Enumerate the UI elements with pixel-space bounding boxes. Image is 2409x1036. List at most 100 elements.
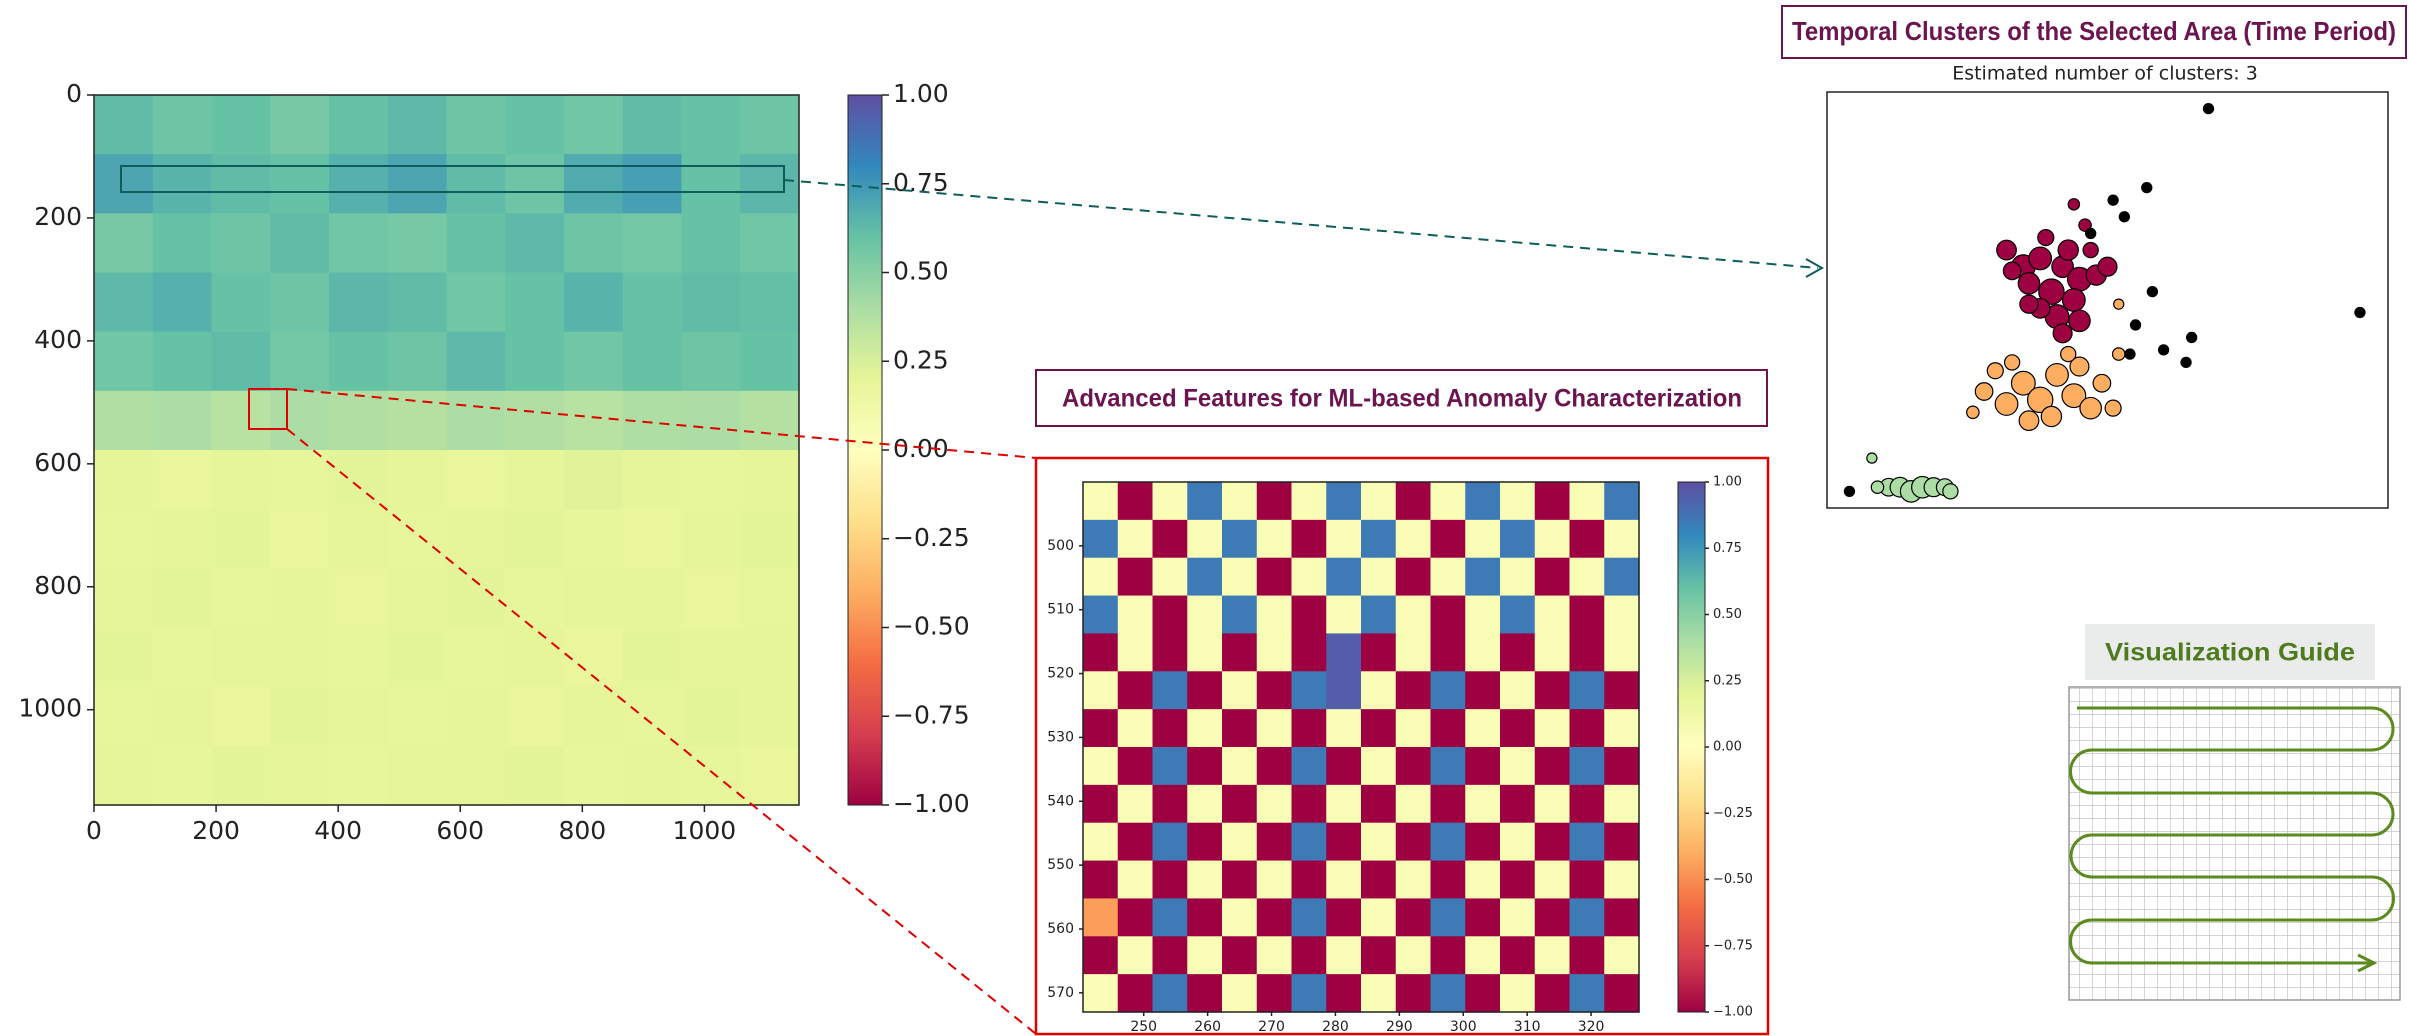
- heatmap-cell: [1326, 898, 1361, 936]
- heatmap-cell: [505, 568, 564, 628]
- heatmap-cell: [329, 450, 388, 510]
- heatmap-cell: [1465, 709, 1500, 747]
- heatmap-cell: [388, 95, 447, 155]
- heatmap-cell: [1465, 974, 1500, 1012]
- heatmap-cell: [270, 154, 329, 214]
- scatter-point: [2187, 332, 2197, 342]
- heatmap-cell: [1222, 482, 1257, 520]
- heatmap-cell: [1465, 596, 1500, 634]
- heatmap-cell: [329, 746, 388, 806]
- scatter-point: [2019, 411, 2039, 431]
- scatter-point: [1943, 484, 1958, 499]
- heatmap-cell: [1292, 671, 1327, 709]
- heatmap-cell: [1431, 482, 1466, 520]
- heatmap-cell: [1153, 936, 1188, 974]
- colorbar-tick-label: −1.00: [1713, 1005, 1753, 1020]
- heatmap-cell: [270, 628, 329, 688]
- heatmap-cell: [1535, 596, 1570, 634]
- heatmap-cell: [1257, 823, 1292, 861]
- y-tick-label: 600: [34, 448, 82, 477]
- heatmap-cell: [1118, 558, 1153, 596]
- heatmap-cell: [1604, 482, 1639, 520]
- heatmap-cell: [1535, 861, 1570, 899]
- heatmap-cell: [94, 568, 153, 628]
- heatmap-cell: [1118, 709, 1153, 747]
- heatmap-cell: [1153, 747, 1188, 785]
- heatmap-cell: [329, 509, 388, 569]
- heatmap-cell: [505, 95, 564, 155]
- heatmap-cell: [447, 746, 506, 806]
- heatmap-cell: [1361, 633, 1396, 671]
- heatmap-cell: [94, 746, 153, 806]
- heatmap-cell: [1187, 974, 1222, 1012]
- heatmap-cell: [447, 628, 506, 688]
- heatmap-cell: [212, 450, 271, 510]
- colorbar-tick-label: −0.25: [893, 523, 970, 552]
- heatmap-cell: [505, 628, 564, 688]
- scatter-point: [1871, 481, 1883, 493]
- heatmap-cell: [682, 391, 741, 451]
- heatmap-cell: [1222, 558, 1257, 596]
- heatmap-cell: [1187, 596, 1222, 634]
- heatmap-cell: [1604, 785, 1639, 823]
- heatmap-cell: [1292, 898, 1327, 936]
- heatmap-cell: [1500, 633, 1535, 671]
- colorbar-tick-label: −0.25: [1713, 806, 1753, 821]
- heatmap-cell: [1257, 671, 1292, 709]
- heatmap-cell: [153, 687, 212, 747]
- heatmap-cell: [682, 154, 741, 214]
- heatmap-cell: [740, 746, 799, 806]
- heatmap-cell: [623, 154, 682, 214]
- heatmap-cell: [1535, 671, 1570, 709]
- heatmap-cell: [1153, 709, 1188, 747]
- heatmap-cell: [1118, 936, 1153, 974]
- heatmap-cell: [1326, 520, 1361, 558]
- heatmap-cell: [94, 154, 153, 214]
- y-tick-label: 1000: [18, 694, 82, 723]
- heatmap-cell: [1118, 861, 1153, 899]
- heatmap-cell: [1153, 823, 1188, 861]
- heatmap-cell: [212, 273, 271, 333]
- heatmap-cell: [1535, 633, 1570, 671]
- heatmap-cell: [1292, 823, 1327, 861]
- heatmap-cell: [623, 509, 682, 569]
- heatmap-cell: [388, 628, 447, 688]
- heatmap-cell: [1257, 482, 1292, 520]
- heatmap-cell: [1118, 898, 1153, 936]
- heatmap-cell: [1292, 520, 1327, 558]
- heatmap-cell: [1431, 898, 1466, 936]
- heatmap-cell: [1431, 974, 1466, 1012]
- heatmap-cell: [1083, 861, 1118, 899]
- heatmap-cell: [1257, 861, 1292, 899]
- scatter-point: [2119, 212, 2129, 222]
- heatmap-cell: [564, 213, 623, 273]
- scatter-point: [2020, 295, 2038, 313]
- heatmap-cell: [1187, 709, 1222, 747]
- heatmap-cell: [212, 95, 271, 155]
- heatmap-cell: [1118, 747, 1153, 785]
- heatmap-cell: [1361, 861, 1396, 899]
- x-tick-label: 200: [192, 816, 240, 845]
- heatmap-cell: [1292, 747, 1327, 785]
- heatmap-cell: [447, 213, 506, 273]
- heatmap-cell: [1292, 709, 1327, 747]
- scatter-point: [2005, 355, 2020, 370]
- heatmap-cell: [153, 391, 212, 451]
- y-tick-label: 540: [1047, 793, 1074, 809]
- heatmap-cell: [1361, 482, 1396, 520]
- heatmap-cell: [505, 509, 564, 569]
- colorbar-tick-label: 0.25: [1713, 673, 1742, 688]
- heatmap-cell: [1570, 482, 1605, 520]
- scatter-point: [2113, 348, 2125, 360]
- heatmap-cell: [1292, 785, 1327, 823]
- heatmap-cell: [682, 568, 741, 628]
- heatmap-cell: [564, 391, 623, 451]
- heatmap-cell: [1431, 709, 1466, 747]
- heatmap-cell: [1187, 861, 1222, 899]
- heatmap-cell: [1570, 520, 1605, 558]
- scatter-point: [2080, 397, 2101, 418]
- subtitle: Estimated number of clusters: 3: [1952, 63, 2258, 85]
- heatmap-cell: [447, 95, 506, 155]
- heatmap-cell: [1153, 596, 1188, 634]
- heatmap-cell: [1153, 785, 1188, 823]
